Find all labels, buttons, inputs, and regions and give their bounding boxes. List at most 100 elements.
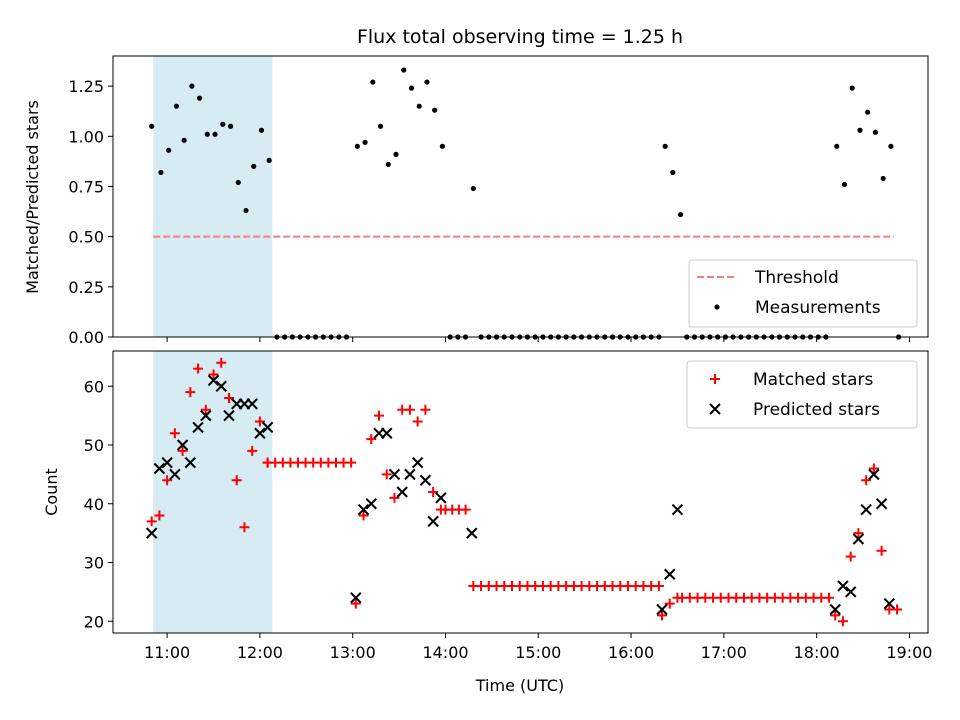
predicted-star-point xyxy=(145,527,158,539)
bottom-y-tick-label: 40 xyxy=(84,495,104,514)
measurement-point xyxy=(385,161,391,167)
predicted-star-point xyxy=(254,427,266,439)
legend-measurements-swatch xyxy=(714,304,720,310)
measurement-point xyxy=(393,151,399,157)
legend-predicted-label: Predicted stars xyxy=(753,400,880,420)
predicted-star-point-b xyxy=(829,603,841,616)
predicted-star-point-b xyxy=(254,427,266,439)
measurement-point xyxy=(849,85,855,91)
measurement-point xyxy=(424,79,430,85)
predicted-star-point xyxy=(365,498,377,510)
matched-star-point xyxy=(657,610,668,621)
predicted-star-point xyxy=(261,421,274,434)
bottom-x-tick-label: 13:00 xyxy=(330,643,376,662)
measurement-point xyxy=(173,103,180,109)
predicted-star-point xyxy=(419,474,432,486)
top-y-tick-label: 0.00 xyxy=(68,328,104,347)
legend-threshold-label: Threshold xyxy=(754,268,839,288)
bottom-x-tick-label: 17:00 xyxy=(701,643,747,662)
top-y-axis-label: Matched/Predicted stars xyxy=(23,100,42,294)
predicted-star-point-b xyxy=(435,492,447,504)
matched-star-point xyxy=(169,428,180,439)
measurement-point xyxy=(189,83,195,89)
predicted-star-point-b xyxy=(350,592,362,604)
predicted-star-point-b xyxy=(852,533,865,545)
legend-predicted-marker-b xyxy=(709,403,721,415)
predicted-star-point-b xyxy=(844,586,857,598)
top-legend: Threshold Measurements xyxy=(688,259,918,328)
predicted-star-point xyxy=(388,468,401,481)
legend-matched-marker xyxy=(710,374,720,384)
predicted-star-point-b xyxy=(223,409,235,422)
predicted-star-point xyxy=(381,427,393,439)
predicted-star-point-b xyxy=(153,462,166,475)
predicted-star-point-b xyxy=(875,498,888,510)
predicted-star-point-b xyxy=(184,456,197,469)
predicted-star-point xyxy=(215,380,227,392)
predicted-star-point xyxy=(169,468,181,481)
predicted-star-point xyxy=(883,597,896,610)
top-x-ticks xyxy=(166,337,910,342)
predicted-star-point xyxy=(427,515,439,528)
matched-star-point xyxy=(892,604,903,615)
top-y-axis: 0.00 0.25 0.50 0.75 1.00 1.25 xyxy=(68,77,113,347)
matched-star-point xyxy=(185,387,196,398)
predicted-star-point xyxy=(192,421,204,434)
bottom-x-axis-label: Time (UTC) xyxy=(475,676,564,695)
predicted-star-point-b xyxy=(388,468,401,481)
matched-star-point xyxy=(200,404,211,415)
measurement-point xyxy=(834,143,840,149)
matched-star-point xyxy=(420,404,431,415)
measurement-point xyxy=(266,157,272,163)
measurement-point xyxy=(354,143,360,149)
bottom-x-tick-label: 12:00 xyxy=(237,643,283,662)
matched-star-point xyxy=(653,581,664,591)
predicted-star-point xyxy=(656,603,668,616)
predicted-star-point-b xyxy=(176,439,189,451)
predicted-star-point xyxy=(837,580,849,592)
predicted-star-point xyxy=(664,568,676,580)
predicted-star-point xyxy=(844,586,857,598)
matched-star-point xyxy=(154,510,165,521)
matched-star-point xyxy=(223,393,234,403)
measurement-point xyxy=(888,143,894,149)
measurement-point xyxy=(235,179,241,186)
measurement-point xyxy=(227,123,234,129)
predicted-star-point xyxy=(829,603,841,616)
measurement-point xyxy=(362,139,368,145)
measurement-point xyxy=(432,107,438,113)
top-measurement-points xyxy=(149,67,902,340)
measurement-point xyxy=(204,131,210,137)
predicted-star-point xyxy=(671,503,684,516)
predicted-star-point-b xyxy=(883,597,896,610)
predicted-star-point-b xyxy=(404,468,416,481)
predicted-star-point xyxy=(411,456,424,469)
matched-star-point xyxy=(853,528,864,539)
predicted-star-point-b xyxy=(192,421,204,434)
bottom-x-tick-label: 15:00 xyxy=(515,643,561,662)
measurement-point xyxy=(872,129,879,135)
matched-star-point xyxy=(876,545,887,556)
predicted-star-point-b xyxy=(365,498,377,510)
bottom-shaded-span xyxy=(153,351,273,633)
measurement-point xyxy=(408,85,415,91)
measurement-point xyxy=(470,185,476,192)
matched-star-point xyxy=(389,492,400,503)
predicted-star-point-b xyxy=(215,380,227,392)
bottom-panel: 11:00 12:00 13:00 14:00 15:00 16:00 17:00 18:00… xyxy=(42,350,932,695)
matched-star-point xyxy=(358,510,369,521)
bottom-x-tick-label: 14:00 xyxy=(422,643,468,662)
predicted-star-point-b xyxy=(381,427,393,439)
bottom-x-tick-label: 19:00 xyxy=(886,643,932,662)
measurement-point xyxy=(857,127,863,133)
predicted-star-point-b xyxy=(261,421,274,434)
predicted-star-point xyxy=(200,409,212,422)
matched-star-point xyxy=(412,416,423,427)
predicted-star-point xyxy=(207,374,220,387)
predicted-star-point-b xyxy=(664,568,676,580)
predicted-star-point xyxy=(435,492,447,504)
legend-matched-label: Matched stars xyxy=(753,370,873,390)
measurement-point xyxy=(677,211,684,218)
